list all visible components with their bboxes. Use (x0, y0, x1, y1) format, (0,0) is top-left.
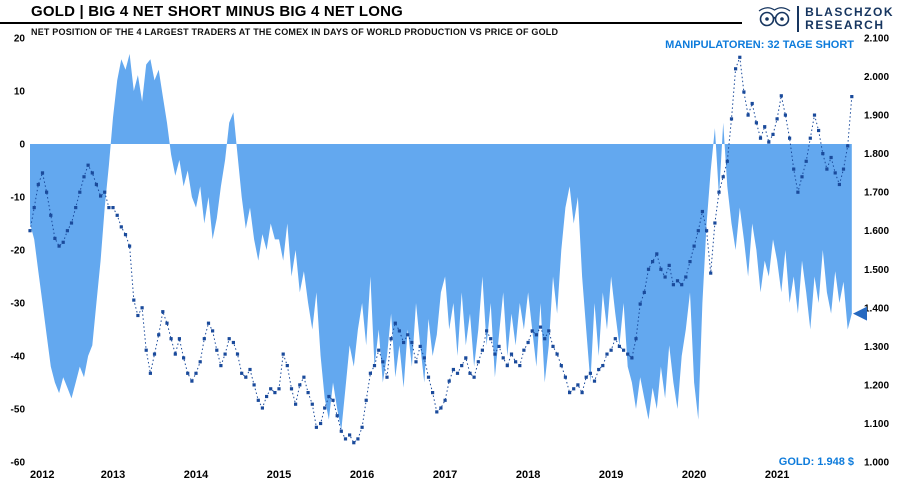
axis-tick-label: 1.600 (864, 226, 889, 237)
axis-tick-label: 2016 (350, 469, 374, 481)
logo-line1: BLASCHZOK (805, 4, 894, 19)
axis-tick-label: 1.700 (864, 188, 889, 199)
axis-tick-label: 2015 (267, 469, 291, 481)
axis-tick-label: -60 (11, 458, 26, 469)
axis-tick-label: 2020 (682, 469, 706, 481)
x-axis-ticks: 2012 2013 2014 2015 2016 2017 2018 2019 2020 2021 (30, 469, 789, 481)
axis-tick-label: 2019 (599, 469, 623, 481)
line-series-gold-price (28, 55, 854, 445)
axis-tick-label: 20 (14, 34, 26, 45)
axis-tick-label: 2014 (184, 469, 209, 481)
axis-tick-label: -50 (11, 405, 26, 416)
axis-tick-label: -20 (11, 246, 26, 257)
axis-tick-label: 1.200 (864, 380, 889, 391)
axis-tick-label: 10 (14, 87, 26, 98)
axis-tick-label: 0 (19, 140, 25, 151)
current-value-marker (853, 306, 867, 321)
manipulators-annotation: MANIPULATOREN: 32 TAGE SHORT (665, 39, 854, 51)
brand-logo: BLASCHZOK RESEARCH (755, 2, 894, 35)
axis-tick-label: 2017 (433, 469, 457, 481)
chart-subtitle: NET POSITION OF THE 4 LARGEST TRADERS AT… (31, 27, 559, 37)
area-series-net-position (30, 53, 852, 431)
axis-tick-label: 2012 (30, 469, 54, 481)
title-underline (0, 22, 742, 24)
axis-tick-label: 2018 (516, 469, 540, 481)
axis-tick-label: -30 (11, 299, 26, 310)
page-title: GOLD | BIG 4 NET SHORT MINUS BIG 4 NET L… (31, 3, 403, 20)
gold-price-annotation: GOLD: 1.948 $ (778, 456, 854, 468)
right-axis-ticks: 2.100 2.000 1.900 1.800 1.700 1.600 1.500 1.400… (864, 34, 889, 469)
axis-tick-label: 1.500 (864, 265, 889, 276)
left-axis-ticks: 20 10 0 -10 -20 -30 -40 -50 -60 (11, 34, 26, 469)
axis-tick-label: 2013 (101, 469, 125, 481)
axis-tick-label: 1.800 (864, 149, 889, 160)
owl-glasses-icon (755, 2, 793, 35)
axis-tick-label: 1.900 (864, 111, 889, 122)
axis-tick-label: -10 (11, 193, 26, 204)
axis-tick-label: 1.100 (864, 419, 889, 430)
axis-tick-label: 1.400 (864, 303, 889, 314)
logo-divider (797, 5, 800, 32)
axis-tick-label: 1.300 (864, 342, 889, 353)
axis-tick-label: 2.100 (864, 34, 889, 45)
axis-tick-label: 2.000 (864, 72, 889, 83)
logo-line2: RESEARCH (805, 17, 885, 32)
axis-tick-label: 2021 (765, 469, 789, 481)
axis-tick-label: -40 (11, 352, 26, 363)
axis-tick-label: 1.000 (864, 458, 889, 469)
